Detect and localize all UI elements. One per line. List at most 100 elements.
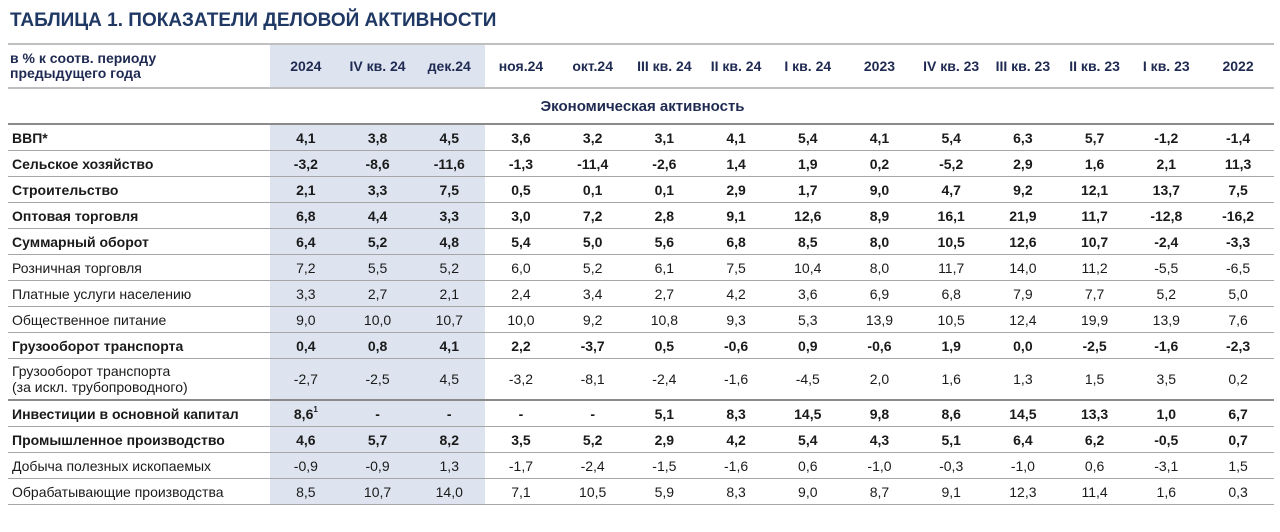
value-cell: 5,2 — [413, 254, 486, 281]
units-label: в % к соотв. периоду предыдущего года — [8, 43, 270, 89]
value-cell: 8,9 — [843, 202, 916, 229]
value-cell: 9,3 — [700, 306, 772, 333]
value-cell: 4,1 — [413, 332, 486, 359]
value-cell: 4,2 — [700, 280, 772, 307]
value-cell: 4,8 — [413, 228, 486, 255]
table-title: ТАБЛИЦА 1. ПОКАЗАТЕЛИ ДЕЛОВОЙ АКТИВНОСТИ — [10, 10, 497, 31]
value-cell: -1,6 — [700, 452, 772, 479]
value-cell: 9,2 — [987, 176, 1059, 203]
column-header: III кв. 23 — [987, 43, 1059, 89]
value-cell: 9,0 — [771, 478, 844, 505]
value-cell: 14,0 — [987, 254, 1059, 281]
value-cell: -8,1 — [556, 358, 629, 401]
value-cell: - — [413, 400, 486, 427]
value-cell: 0,3 — [1202, 478, 1274, 505]
value-cell: 2,1 — [270, 176, 342, 203]
value-cell: 3,6 — [771, 280, 844, 307]
value-cell: 0,1 — [628, 176, 701, 203]
value-cell: 9,0 — [270, 306, 342, 333]
value-cell: 7,5 — [700, 254, 772, 281]
value-cell: 9,0 — [843, 176, 916, 203]
value-cell: -1,0 — [843, 452, 916, 479]
row-label: ВВП* — [8, 124, 270, 151]
table-row: Грузооборот транспорта 0,4 0,8 4,1 2,2 -3,7 0,… — [8, 332, 1274, 359]
value-cell: 12,3 — [987, 478, 1059, 505]
value-cell: 13,3 — [1058, 400, 1131, 427]
value-cell: 21,9 — [987, 202, 1059, 229]
value-cell: 2,1 — [413, 280, 486, 307]
value-cell: 10,7 — [413, 306, 486, 333]
value-cell: 4,4 — [341, 202, 414, 229]
value-cell: -0,6 — [700, 332, 772, 359]
value-cell: 6,1 — [628, 254, 701, 281]
table-row: ВВП* 4,1 3,8 4,5 3,6 3,2 3,1 4,1 5,4 4,1 5,4 6,3 5,7… — [8, 124, 1274, 151]
value-cell: -11,4 — [556, 150, 629, 177]
value-cell: -2,4 — [1130, 228, 1203, 255]
business-activity-table: в % к соотв. периоду предыдущего года 202… — [8, 43, 1274, 505]
table-row: Оптовая торговля 6,8 4,4 3,3 3,0 7,2 2,8 9,1 12,… — [8, 202, 1274, 229]
value-cell: -0,3 — [915, 452, 988, 479]
value-cell: 7,6 — [1202, 306, 1274, 333]
value-cell: 2,8 — [628, 202, 701, 229]
value-cell: 11,7 — [1058, 202, 1131, 229]
value-cell: 5,1 — [628, 400, 701, 427]
value-cell: 2,0 — [843, 358, 916, 401]
column-header: IV кв. 23 — [915, 43, 988, 89]
value-cell: 0,4 — [270, 332, 342, 359]
units-label-line1: в % к соотв. периоду — [10, 50, 157, 66]
value-cell: -6,5 — [1202, 254, 1274, 281]
column-header: II кв. 24 — [700, 43, 772, 89]
value-cell: -1,7 — [485, 452, 557, 479]
value-cell: 14,0 — [413, 478, 486, 505]
value-cell: 2,9 — [987, 150, 1059, 177]
value-cell: -3,1 — [1130, 452, 1203, 479]
value-cell: 1,6 — [1058, 150, 1131, 177]
value-cell: 0,5 — [485, 176, 557, 203]
value-cell: 10,7 — [341, 478, 414, 505]
value-cell: - — [485, 400, 557, 427]
value-cell: 8,0 — [843, 254, 916, 281]
value-cell: 7,2 — [270, 254, 342, 281]
column-header: 2024 — [270, 43, 342, 89]
value-cell: 2,9 — [700, 176, 772, 203]
value-cell: 3,5 — [485, 426, 557, 453]
value-cell: 6,8 — [270, 202, 342, 229]
row-label: Добыча полезных ископаемых — [8, 452, 270, 479]
value-cell: 10,4 — [771, 254, 844, 281]
value-cell: 4,6 — [270, 426, 342, 453]
value-cell: 6,4 — [987, 426, 1059, 453]
value-cell: 13,9 — [1130, 306, 1203, 333]
value-cell: 14,5 — [771, 400, 844, 427]
value-cell: 4,5 — [413, 124, 486, 151]
value-cell: 9,2 — [556, 306, 629, 333]
value-cell: 7,1 — [485, 478, 557, 505]
value-text: 8,6 — [293, 405, 314, 422]
value-cell: -5,2 — [915, 150, 988, 177]
value-cell: 10,5 — [915, 228, 988, 255]
column-header: дек.24 — [413, 43, 486, 89]
value-cell: -12,8 — [1130, 202, 1203, 229]
value-cell: -2,4 — [556, 452, 629, 479]
row-label: Общественное питание — [8, 306, 270, 333]
value-cell: 8,2 — [413, 426, 486, 453]
value-cell: 10,7 — [1058, 228, 1131, 255]
value-cell: 10,0 — [341, 306, 414, 333]
value-cell: 4,2 — [700, 426, 772, 453]
table-row: Платные услуги населению 3,3 2,7 2,1 2,4 3,4 2… — [8, 280, 1274, 307]
value-cell: -0,5 — [1130, 426, 1203, 453]
header-row: в % к соотв. периоду предыдущего года 202… — [8, 43, 1274, 89]
value-cell: 12,6 — [771, 202, 844, 229]
table-row: Общественное питание 9,0 10,0 10,7 10,0 9,2 10… — [8, 306, 1274, 333]
column-header: 2022 — [1202, 43, 1274, 89]
value-cell: 2,7 — [341, 280, 414, 307]
value-cell: 6,8 — [700, 228, 772, 255]
value-cell: 10,0 — [485, 306, 557, 333]
value-cell: 11,3 — [1202, 150, 1274, 177]
row-label: Промышленное производство — [8, 426, 270, 453]
value-cell: 1,3 — [987, 358, 1059, 401]
value-cell: 0,0 — [987, 332, 1059, 359]
value-cell: 1,6 — [1130, 478, 1203, 505]
value-cell: -1,6 — [700, 358, 772, 401]
table-row: Розничная торговля 7,2 5,5 5,2 6,0 5,2 6,1 7,5 1… — [8, 254, 1274, 281]
row-label: Обрабатывающие производства — [8, 478, 270, 505]
